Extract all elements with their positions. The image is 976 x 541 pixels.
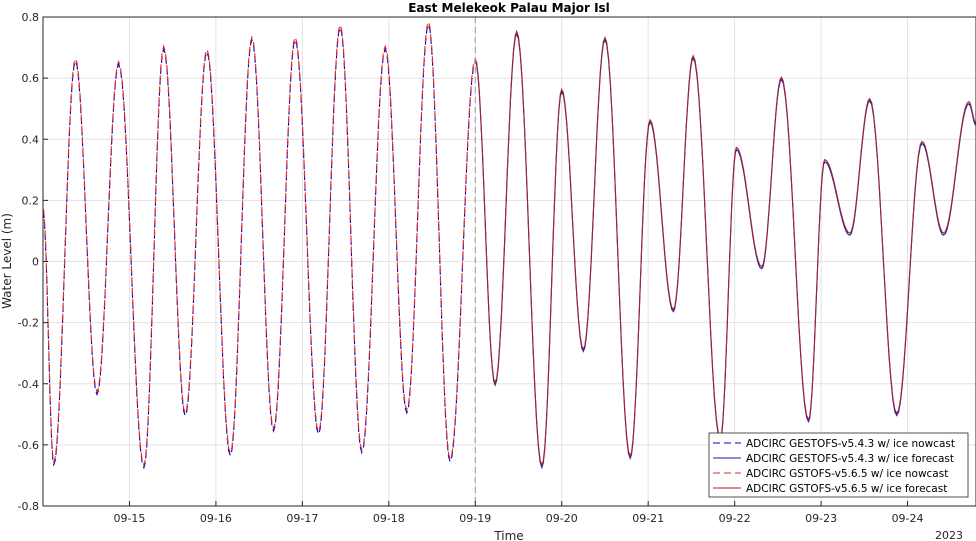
y-tick-label: 0.6 [22, 72, 40, 85]
year-label: 2023 [935, 529, 963, 541]
series-line-3 [42, 19, 476, 467]
y-tick-label: -0.8 [18, 500, 39, 513]
x-axis-label: Time [493, 529, 523, 541]
y-tick-label: 0.4 [22, 133, 40, 146]
x-tick-label: 09-24 [892, 512, 924, 525]
series-line-1 [42, 22, 476, 470]
y-tick-label: -0.2 [18, 317, 39, 330]
chart-title: East Melekeok Palau Major Isl [408, 1, 610, 15]
y-tick-label: -0.4 [18, 378, 39, 391]
series-layer [42, 19, 976, 470]
x-tick-label: 09-21 [632, 512, 664, 525]
series-line-2 [474, 31, 976, 470]
x-tick-label: 09-15 [113, 512, 145, 525]
legend-entry: ADCIRC GESTOFS-v5.4.3 w/ ice forecast [746, 453, 954, 465]
y-tick-label: 0.2 [22, 194, 40, 207]
legend-entry: ADCIRC GSTOFS-v5.6.5 w/ ice nowcast [746, 468, 948, 480]
x-tick-label: 09-18 [373, 512, 405, 525]
x-tick-label: 09-17 [286, 512, 318, 525]
series-line-4 [474, 29, 976, 468]
y-tick-label: 0.8 [22, 11, 40, 24]
legend-box [708, 432, 969, 498]
y-tick-label: 0 [32, 256, 39, 269]
x-tick-label: 09-20 [546, 512, 578, 525]
y-axis-label: Water Level (m) [0, 213, 14, 309]
legend: ADCIRC GESTOFS-v5.4.3 w/ ice nowcast ADCI… [708, 432, 969, 498]
axes: -0.8 -0.6 -0.4 -0.2 0 0.2 0.4 0.6 0.8 09-15 09-16 0… [18, 11, 924, 525]
x-tick-label: 09-16 [200, 512, 232, 525]
y-tick-label: -0.6 [18, 439, 39, 452]
legend-entry: ADCIRC GSTOFS-v5.6.5 w/ ice forecast [746, 483, 947, 495]
x-tick-label: 09-19 [459, 512, 491, 525]
x-tick-label: 09-23 [805, 512, 837, 525]
legend-entry: ADCIRC GESTOFS-v5.4.3 w/ ice nowcast [746, 438, 955, 450]
x-tick-label: 09-22 [719, 512, 751, 525]
